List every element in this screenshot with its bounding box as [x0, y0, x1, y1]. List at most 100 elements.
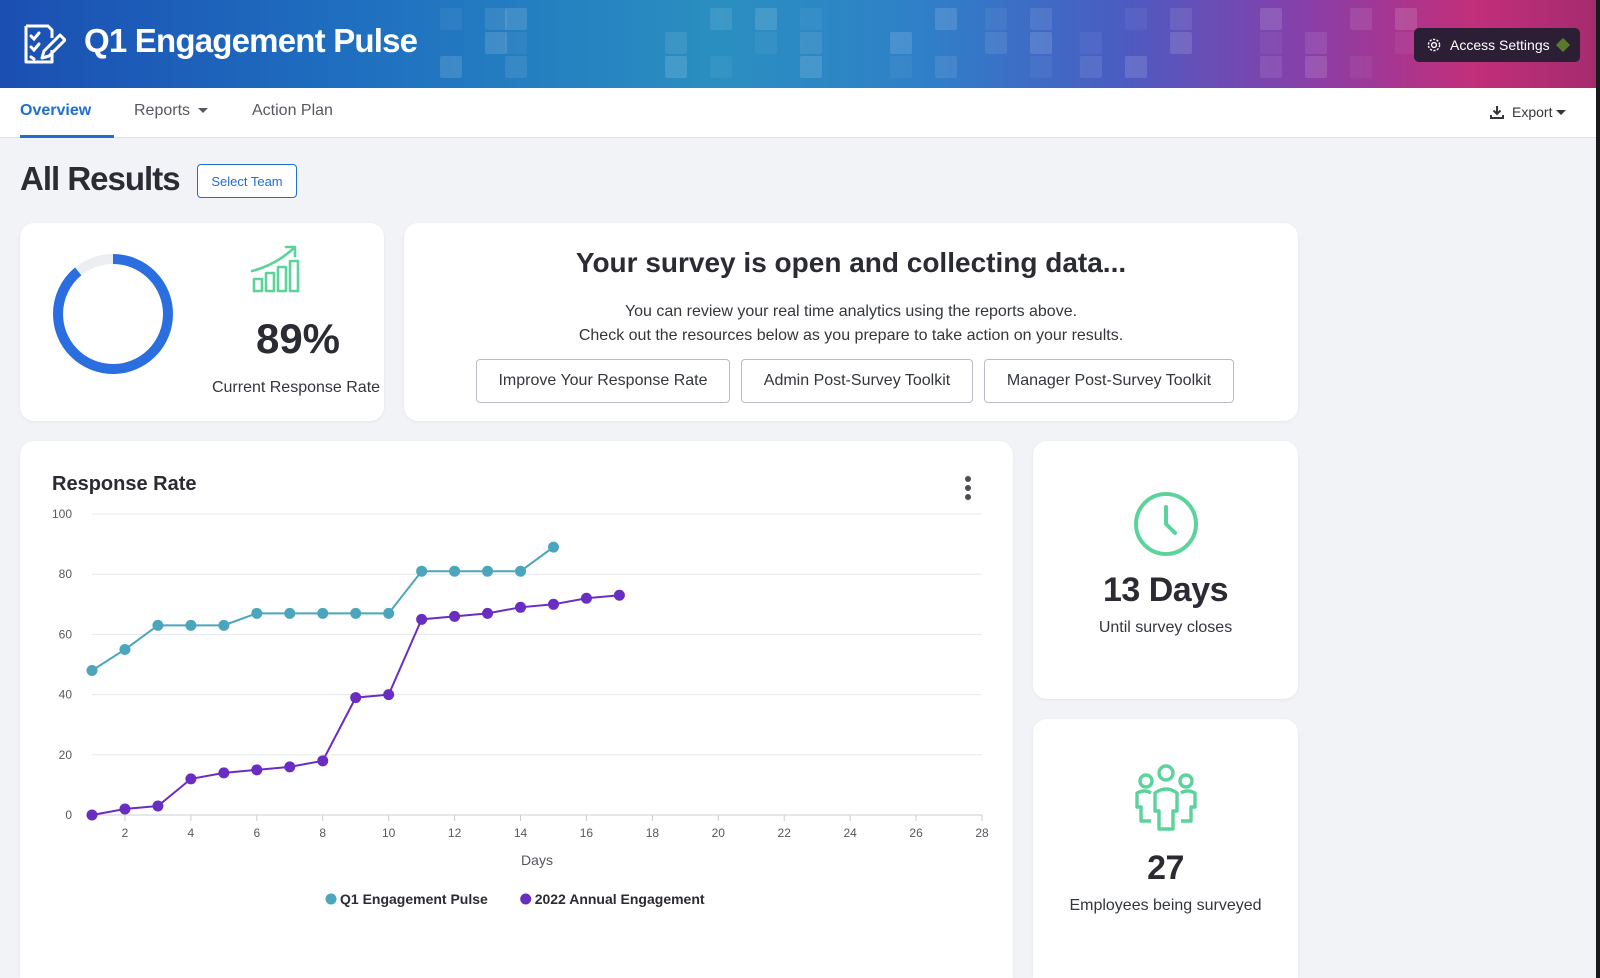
banner-tile	[505, 8, 527, 30]
data-point	[449, 610, 461, 622]
banner-tile	[1125, 8, 1147, 30]
data-point	[482, 607, 494, 619]
data-point	[86, 665, 98, 677]
response-rate-chart-card: Response Rate 0 20 40 60 80 100 2 4 6 8 10 12 14 16 18…	[20, 441, 1013, 978]
response-rate-label: Current Response Rate	[211, 379, 381, 396]
y-tick-label: 80	[59, 567, 73, 581]
banner-tile	[1305, 32, 1327, 54]
x-tick-label: 22	[778, 826, 792, 840]
tab-action-plan[interactable]: Action Plan	[252, 102, 333, 138]
chevron-down-icon	[1556, 109, 1567, 115]
chart-trend-up-icon	[250, 245, 300, 293]
admin-toolkit-button[interactable]: Admin Post-Survey Toolkit	[741, 359, 973, 403]
y-tick-label: 40	[59, 688, 73, 702]
tab-reports[interactable]: Reports	[134, 102, 209, 138]
banner-tile	[890, 56, 912, 78]
banner-tile	[665, 56, 687, 78]
legend-label: 2022 Annual Engagement	[535, 891, 705, 907]
select-team-button[interactable]: Select Team	[197, 164, 297, 198]
days-remaining-value: 13 Days	[1102, 571, 1229, 609]
data-point	[185, 619, 197, 631]
checklist-edit-icon	[24, 24, 66, 64]
y-tick-label: 60	[59, 627, 73, 641]
data-point	[152, 800, 164, 812]
data-point	[547, 541, 559, 553]
y-tick-label: 100	[52, 507, 72, 521]
data-point	[350, 692, 362, 704]
banner-tile	[505, 56, 527, 78]
data-point	[251, 764, 263, 776]
download-icon	[1490, 106, 1504, 119]
banner-tile	[1080, 56, 1102, 78]
banner-tile	[1260, 32, 1282, 54]
window-edge	[1596, 0, 1600, 978]
x-tick-label: 2	[122, 826, 129, 840]
data-point	[416, 565, 428, 577]
x-tick-label: 8	[319, 826, 326, 840]
banner-tile	[665, 32, 687, 54]
legend-marker	[520, 893, 532, 905]
improve-response-rate-button[interactable]: Improve Your Response Rate	[476, 359, 730, 403]
data-point	[383, 689, 395, 701]
banner-tile	[1170, 32, 1192, 54]
data-point	[613, 589, 625, 601]
x-tick-label: 26	[909, 826, 923, 840]
data-point	[119, 643, 131, 655]
banner-tile	[890, 32, 912, 54]
x-axis-label: Days	[521, 852, 553, 868]
days-remaining-card: 13 Days Until survey closes	[1033, 441, 1298, 699]
banner-tile	[485, 8, 507, 30]
banner-tile	[1170, 8, 1192, 30]
data-point	[251, 607, 263, 619]
banner-tile	[710, 56, 732, 78]
survey-status-title: Your survey is open and collecting data.…	[575, 247, 1127, 278]
survey-status-line-2: Check out the resources below as you pre…	[578, 327, 1124, 344]
response-rate-donut	[53, 254, 173, 374]
banner-tile	[1350, 56, 1372, 78]
tab-overview[interactable]: Overview	[20, 102, 114, 138]
employees-label: Employees being surveyed	[1069, 897, 1262, 914]
chevron-down-icon	[198, 108, 209, 114]
app-title: Q1 Engagement Pulse	[84, 22, 418, 59]
banner-tile	[440, 8, 462, 30]
banner-tile	[935, 8, 957, 30]
banner-tile	[710, 8, 732, 30]
banner-tile	[985, 32, 1007, 54]
tab-action-plan-label: Action Plan	[252, 102, 333, 119]
data-point	[317, 607, 329, 619]
premium-badge-icon	[1555, 37, 1570, 53]
banner-tile	[1080, 32, 1102, 54]
manager-toolkit-button[interactable]: Manager Post-Survey Toolkit	[984, 359, 1234, 403]
data-point	[350, 607, 362, 619]
x-tick-label: 6	[253, 826, 260, 840]
banner-tile	[985, 8, 1007, 30]
data-point	[515, 601, 527, 613]
x-tick-label: 18	[646, 826, 660, 840]
survey-status-line-1: You can review your real time analytics …	[624, 303, 1078, 320]
data-point	[152, 619, 164, 631]
more-options-icon[interactable]	[962, 475, 974, 501]
banner-tile	[1260, 56, 1282, 78]
data-point	[580, 592, 592, 604]
data-point	[416, 613, 428, 625]
banner-tile	[800, 32, 822, 54]
data-point	[482, 565, 494, 577]
x-tick-label: 16	[580, 826, 594, 840]
days-remaining-label: Until survey closes	[1098, 619, 1233, 636]
employees-value: 27	[1147, 849, 1184, 887]
data-point	[515, 565, 527, 577]
export-button[interactable]: Export	[1490, 104, 1567, 120]
banner-tile	[1125, 56, 1147, 78]
series-line	[91, 594, 620, 816]
x-tick-label: 24	[843, 826, 857, 840]
access-settings-button[interactable]: Access Settings	[1414, 28, 1580, 62]
banner-tile	[755, 32, 777, 54]
employees-card: 27 Employees being surveyed	[1033, 719, 1298, 978]
banner-tile	[1305, 56, 1327, 78]
clock-icon	[1134, 492, 1198, 556]
banner-tile	[1350, 8, 1372, 30]
banner-pattern	[0, 0, 1600, 88]
banner-tile	[1030, 56, 1052, 78]
data-point	[119, 803, 131, 815]
x-tick-label: 10	[382, 826, 396, 840]
